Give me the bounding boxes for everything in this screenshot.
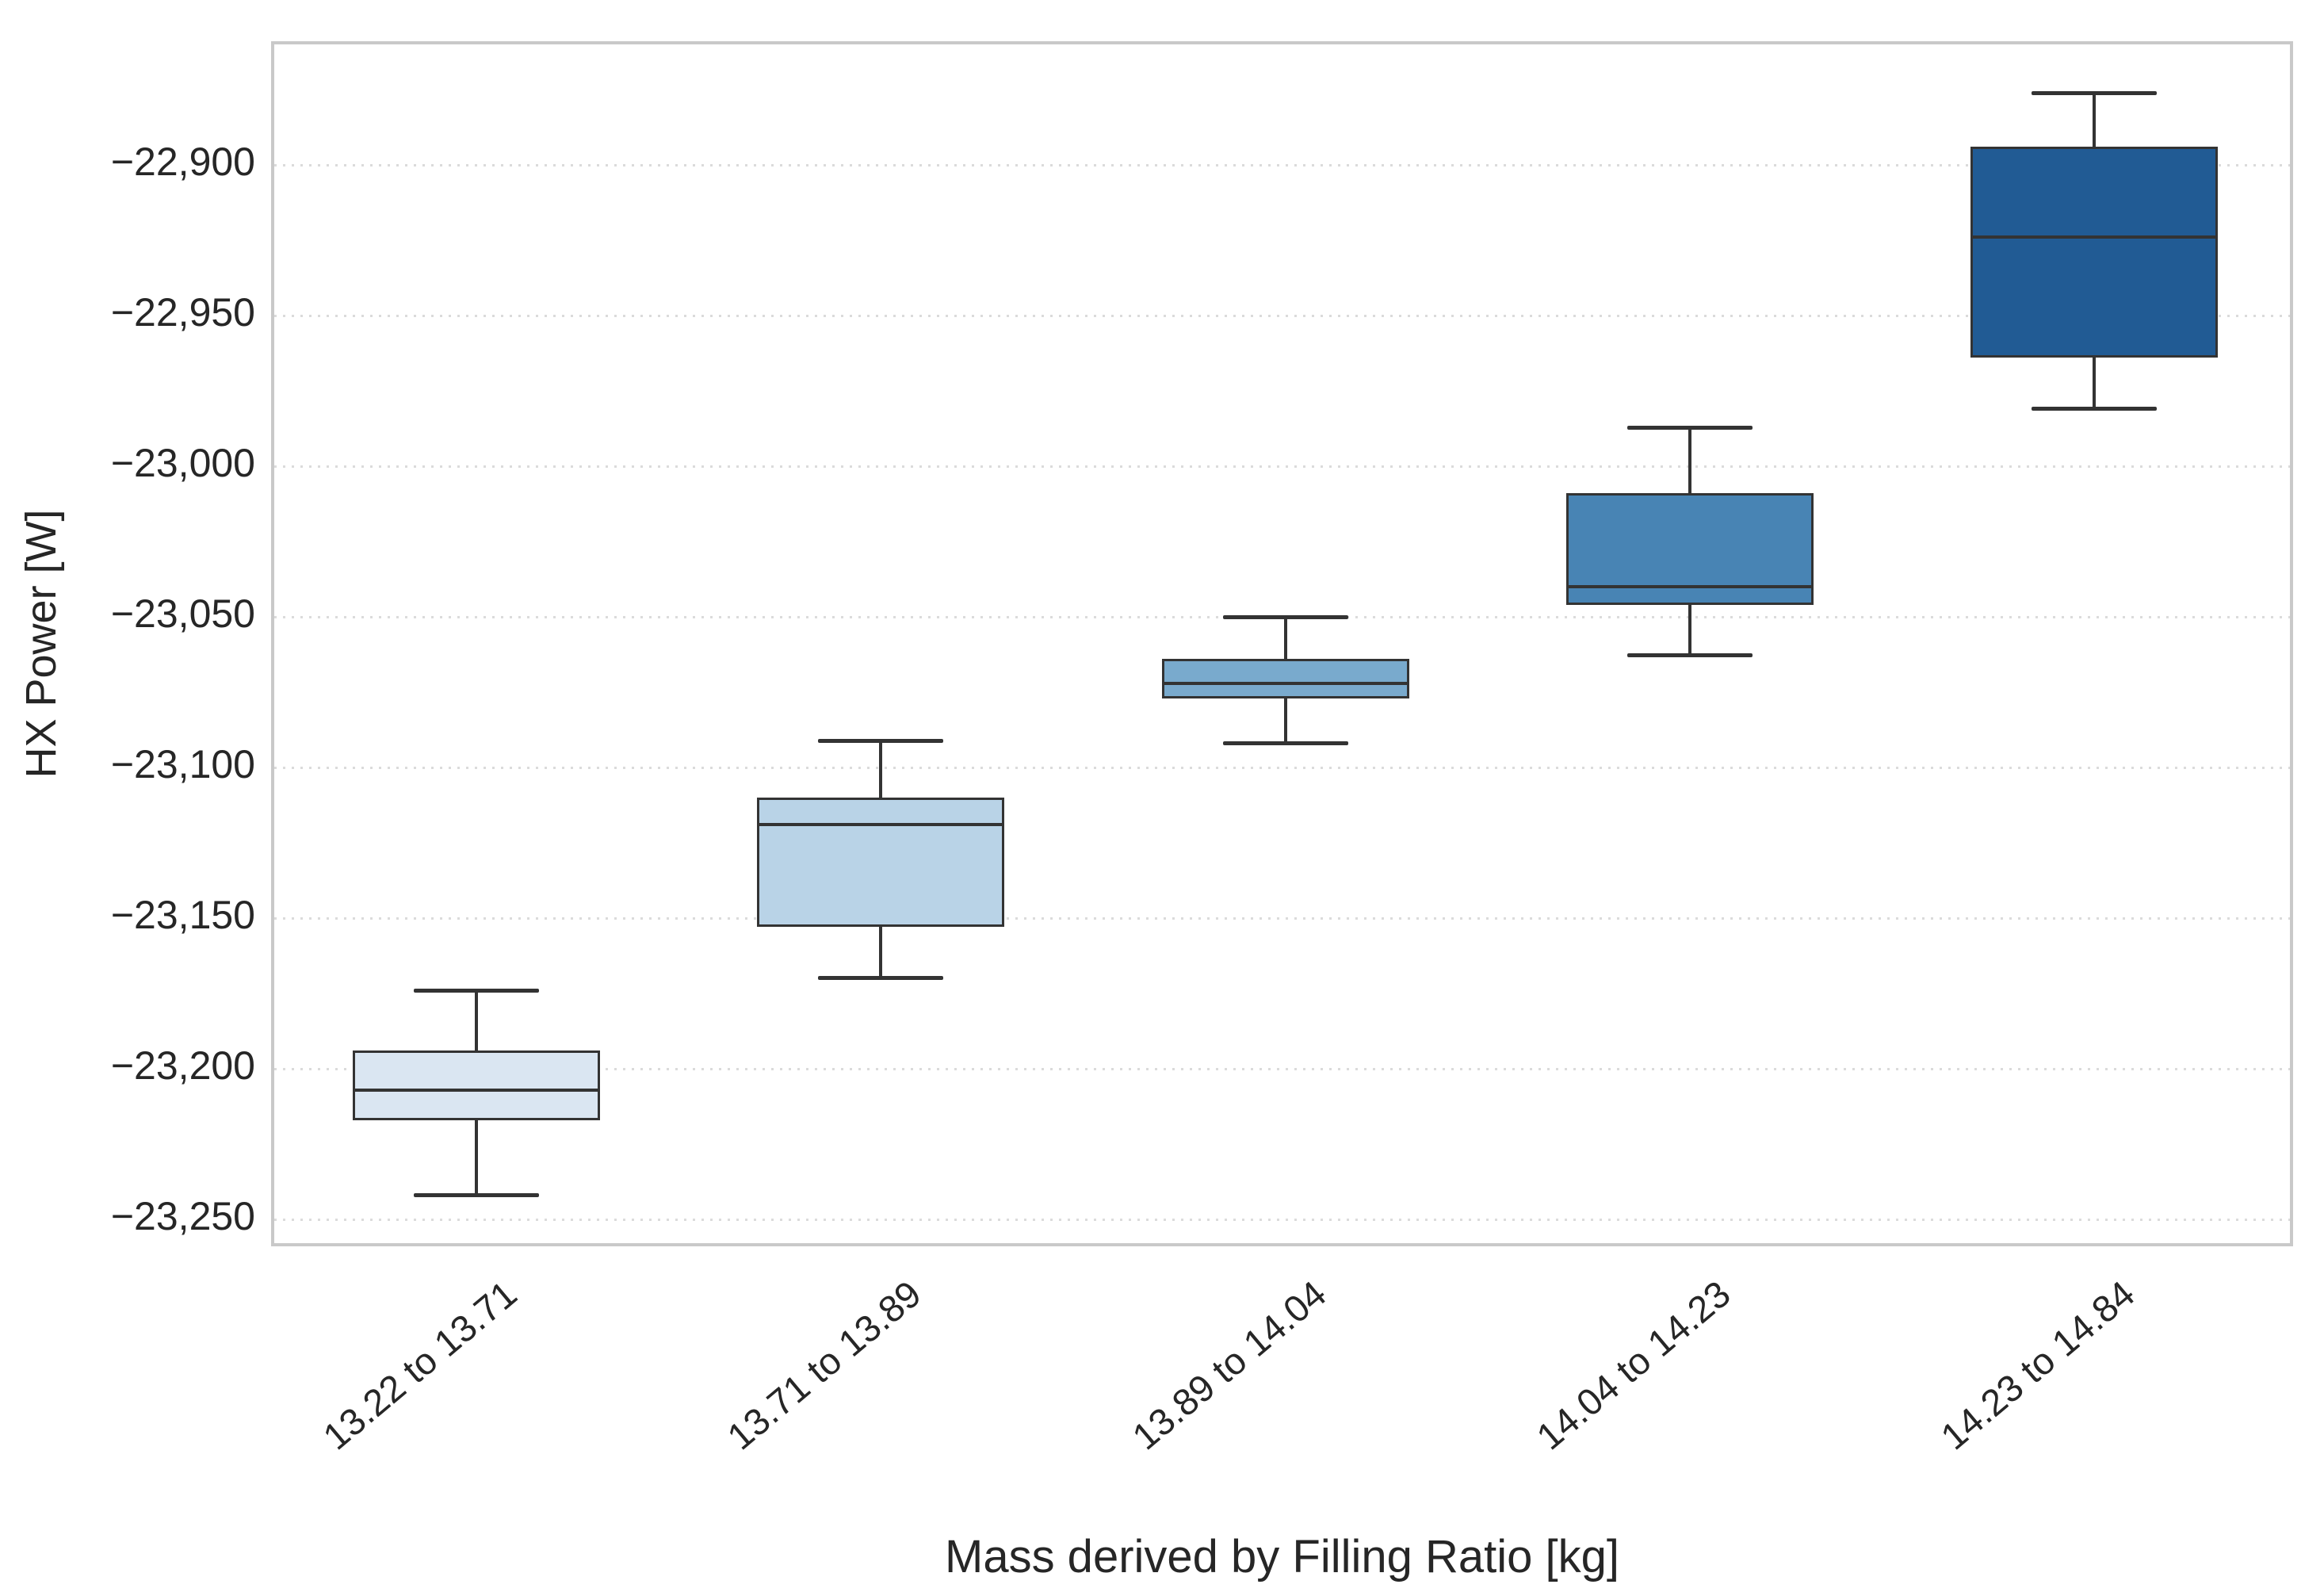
median-line — [759, 823, 1003, 827]
x-tick-label: 13.22 to 13.71 — [315, 1272, 525, 1458]
whisker-cap-top — [1626, 425, 1753, 430]
y-axis-title: HX Power [W] — [17, 509, 65, 779]
y-tick-label: −22,900 — [110, 140, 255, 184]
x-tick-label: 14.23 to 14.84 — [1932, 1272, 2142, 1458]
whisker-cap-top — [2031, 90, 2157, 95]
x-tick-label: 13.89 to 14.04 — [1123, 1272, 1334, 1458]
gridline — [274, 1219, 2290, 1221]
whisker-cap-bottom — [818, 976, 944, 980]
whisker-cap-bottom — [1626, 653, 1753, 658]
box-rect — [1161, 659, 1409, 698]
gridline — [274, 917, 2290, 920]
whisker-cap-top — [1222, 615, 1348, 619]
median-line — [1568, 585, 1811, 588]
median-line — [355, 1088, 598, 1092]
box-rect — [1970, 147, 2218, 358]
plot-area — [271, 41, 2293, 1246]
box-rect — [353, 1050, 601, 1120]
y-tick-label: −23,250 — [110, 1194, 255, 1238]
y-tick-label: −23,200 — [110, 1043, 255, 1088]
whisker-cap-bottom — [2031, 406, 2157, 411]
y-tick-label: −23,100 — [110, 742, 255, 786]
y-tick-label: −23,050 — [110, 591, 255, 636]
gridline — [274, 315, 2290, 317]
median-line — [1164, 681, 1407, 685]
box-rect — [757, 798, 1005, 928]
whisker-cap-top — [818, 738, 944, 743]
whisker-cap-top — [414, 989, 540, 993]
y-tick-label: −23,000 — [110, 441, 255, 485]
gridline — [274, 465, 2290, 468]
y-tick-label: −23,150 — [110, 893, 255, 937]
y-tick-label: −22,950 — [110, 290, 255, 335]
whisker-cap-bottom — [414, 1192, 540, 1197]
x-axis-title: Mass derived by Filling Ratio [kg] — [945, 1531, 1619, 1582]
gridline — [274, 1068, 2290, 1070]
x-tick-label: 13.71 to 13.89 — [719, 1272, 930, 1458]
x-tick-label: 14.04 to 14.23 — [1528, 1272, 1738, 1458]
median-line — [1972, 235, 2215, 239]
gridline — [274, 164, 2290, 166]
gridline — [274, 767, 2290, 769]
whisker-cap-bottom — [1222, 741, 1348, 745]
